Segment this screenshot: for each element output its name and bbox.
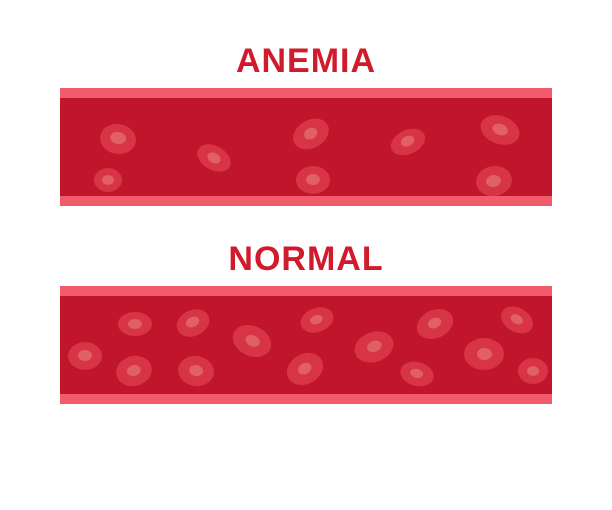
cell-highlight xyxy=(409,367,424,379)
cell-highlight xyxy=(365,339,383,354)
red-blood-cell xyxy=(464,338,504,370)
red-blood-cell xyxy=(397,358,436,390)
cell-highlight xyxy=(188,364,204,377)
red-blood-cell xyxy=(474,163,515,199)
cell-highlight xyxy=(128,319,142,329)
red-blood-cell xyxy=(228,319,277,363)
diagram-canvas: ANEMIA NORMAL xyxy=(0,0,612,510)
cell-highlight xyxy=(126,363,142,377)
cell-highlight xyxy=(102,175,114,185)
vessel-anemia xyxy=(60,88,552,206)
red-blood-cell xyxy=(118,312,152,336)
vessel-normal xyxy=(60,286,552,404)
red-blood-cell xyxy=(518,358,548,384)
cell-highlight xyxy=(485,174,502,188)
red-blood-cell xyxy=(113,352,156,390)
red-blood-cell xyxy=(297,303,337,337)
cell-highlight xyxy=(426,316,443,331)
red-blood-cell xyxy=(288,112,335,155)
title-normal: NORMAL xyxy=(0,240,612,279)
cell-highlight xyxy=(244,333,262,349)
red-blood-cell xyxy=(476,110,523,150)
red-blood-cell xyxy=(172,304,214,342)
title-anemia: ANEMIA xyxy=(0,42,612,81)
red-blood-cell xyxy=(176,353,217,389)
vessel-wall-bottom xyxy=(60,394,552,404)
cell-highlight xyxy=(509,312,525,326)
cell-highlight xyxy=(205,150,222,166)
red-blood-cell xyxy=(412,303,458,344)
red-blood-cell xyxy=(94,168,122,192)
vessel-wall-bottom xyxy=(60,196,552,206)
cell-highlight xyxy=(527,366,539,376)
cell-highlight xyxy=(306,174,320,185)
vessel-lumen xyxy=(60,296,552,394)
red-blood-cell xyxy=(350,326,398,368)
vessel-wall-top xyxy=(60,286,552,296)
red-blood-cell xyxy=(281,347,329,392)
red-blood-cell xyxy=(98,121,139,157)
cell-highlight xyxy=(309,313,324,326)
vessel-lumen xyxy=(60,98,552,196)
cell-highlight xyxy=(491,122,510,138)
red-blood-cell xyxy=(68,342,102,370)
cell-highlight xyxy=(399,134,416,149)
vessel-wall-top xyxy=(60,88,552,98)
cell-highlight xyxy=(109,131,127,146)
red-blood-cell xyxy=(496,301,537,339)
cell-highlight xyxy=(184,315,201,330)
cell-highlight xyxy=(78,350,92,361)
red-blood-cell xyxy=(296,166,330,194)
cell-highlight xyxy=(296,360,314,377)
cell-highlight xyxy=(477,348,492,360)
red-blood-cell xyxy=(192,139,235,178)
red-blood-cell xyxy=(387,124,430,161)
cell-highlight xyxy=(302,125,320,142)
